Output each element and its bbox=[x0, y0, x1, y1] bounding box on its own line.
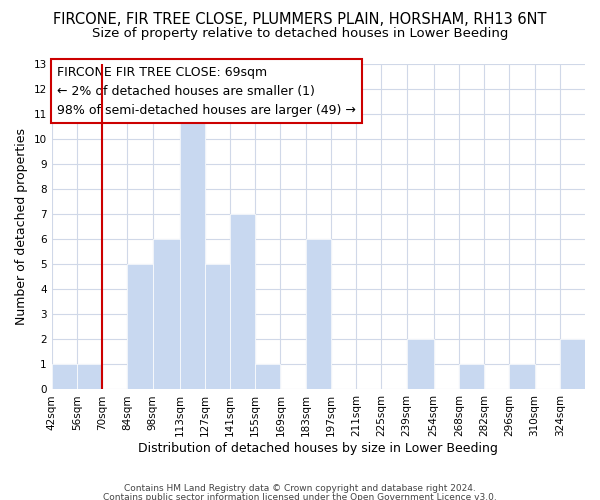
Bar bbox=[52, 364, 77, 390]
Y-axis label: Number of detached properties: Number of detached properties bbox=[15, 128, 28, 325]
Bar bbox=[127, 264, 152, 390]
Text: FIRCONE, FIR TREE CLOSE, PLUMMERS PLAIN, HORSHAM, RH13 6NT: FIRCONE, FIR TREE CLOSE, PLUMMERS PLAIN,… bbox=[53, 12, 547, 28]
Bar bbox=[152, 239, 179, 390]
Bar bbox=[179, 114, 205, 390]
Bar bbox=[459, 364, 484, 390]
Text: Contains public sector information licensed under the Open Government Licence v3: Contains public sector information licen… bbox=[103, 492, 497, 500]
Bar bbox=[407, 340, 434, 390]
Text: FIRCONE FIR TREE CLOSE: 69sqm
← 2% of detached houses are smaller (1)
98% of sem: FIRCONE FIR TREE CLOSE: 69sqm ← 2% of de… bbox=[57, 66, 356, 116]
Bar bbox=[230, 214, 255, 390]
Text: Size of property relative to detached houses in Lower Beeding: Size of property relative to detached ho… bbox=[92, 28, 508, 40]
Bar bbox=[205, 264, 230, 390]
Bar bbox=[560, 340, 585, 390]
Bar bbox=[509, 364, 535, 390]
Bar bbox=[255, 364, 280, 390]
Bar bbox=[77, 364, 102, 390]
X-axis label: Distribution of detached houses by size in Lower Beeding: Distribution of detached houses by size … bbox=[139, 442, 498, 455]
Text: Contains HM Land Registry data © Crown copyright and database right 2024.: Contains HM Land Registry data © Crown c… bbox=[124, 484, 476, 493]
Bar bbox=[306, 239, 331, 390]
